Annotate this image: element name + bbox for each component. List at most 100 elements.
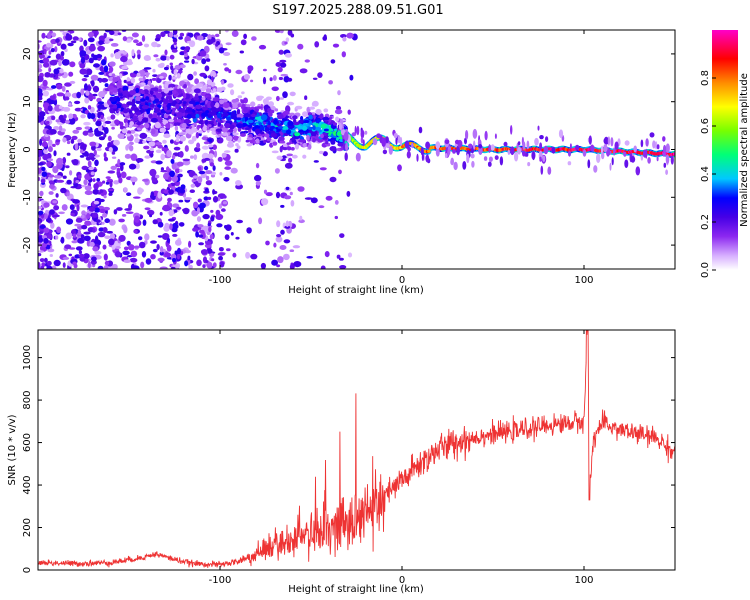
spectrogram-cell — [80, 149, 84, 154]
spectrogram-cell — [322, 151, 328, 157]
spectrogram-cell — [539, 156, 542, 162]
spectrogram-cell — [444, 153, 448, 159]
spectrogram-cell — [613, 147, 616, 156]
spectrogram-cell — [510, 125, 513, 135]
spectrogram-cell — [136, 72, 141, 77]
spectrogram-cell — [185, 87, 192, 93]
spectrogram-cell — [207, 120, 214, 124]
spectrogram-cell — [126, 192, 132, 196]
spectrogram-cell — [235, 180, 242, 186]
spectrogram-cell — [74, 143, 79, 151]
spectrogram-cell — [45, 217, 52, 223]
spectrogram-cell — [38, 85, 42, 89]
spectrogram-cell — [107, 135, 112, 142]
spectrogram-cell — [404, 140, 410, 149]
spectrogram-cell — [173, 224, 177, 231]
spectrogram-cell — [140, 261, 145, 269]
spectrogram-cell — [218, 255, 224, 261]
spectrogram-cell — [32, 72, 36, 79]
spectrogram-cell — [103, 152, 107, 159]
spectrogram-cell — [47, 32, 52, 39]
spectrogram-cell — [104, 260, 110, 266]
spectrogram-cell — [537, 125, 540, 131]
spectrogram-cell — [104, 37, 112, 43]
spectrogram-cell — [188, 240, 192, 248]
spectrogram-cell — [335, 116, 340, 122]
spectrogram-cell — [107, 188, 115, 192]
spectrogram-cell — [138, 124, 145, 129]
spectrogram-cell — [247, 107, 255, 110]
spectrogram-cell — [222, 132, 229, 136]
spectrogram-cell — [106, 230, 113, 234]
spectrogram-cell — [300, 115, 304, 121]
spectrogram-cell — [78, 250, 82, 255]
snr-y-ticks: 0 200 400 600 800 1000 — [22, 345, 675, 573]
spectrogram-cell — [154, 122, 161, 129]
spectrogram-cell — [264, 133, 270, 138]
spectrogram-cell — [138, 236, 143, 241]
spectrogram-cell — [196, 35, 204, 41]
spectrogram-cell — [204, 188, 209, 193]
spectrogram-cell — [41, 171, 48, 177]
spectrogram-cell — [149, 147, 154, 152]
spectrogram-cell — [48, 50, 52, 55]
spectrogram-cell — [388, 145, 393, 155]
spectrogram-cell — [223, 177, 230, 182]
spectrogram-cell — [311, 102, 316, 107]
spectrogram-cell — [507, 149, 511, 155]
spectrogram-cell — [83, 179, 88, 186]
spectrogram-cell — [297, 186, 305, 192]
spectrogram-cell — [288, 157, 293, 163]
spectrogram-cell — [66, 152, 71, 156]
spectrogram-cell — [640, 155, 644, 161]
spectrogram-cell — [72, 199, 80, 204]
spectrogram-cell — [125, 211, 134, 214]
spectrogram-cell — [157, 257, 165, 262]
spectrogram-cell — [223, 63, 227, 66]
spectrogram-cell — [209, 162, 215, 167]
spectrogram-cell — [159, 246, 164, 253]
spectrogram-cell — [558, 129, 564, 138]
spectrogram-cell — [257, 133, 262, 137]
spectrogram-cell — [167, 197, 172, 202]
spectrogram-cell — [47, 234, 52, 240]
spectrogram-cell — [155, 149, 162, 154]
spectrogram-cell — [41, 141, 48, 148]
spectrogram-cell — [115, 246, 121, 249]
spectrogram-cell — [176, 73, 181, 79]
spectrogram-cell — [129, 257, 138, 263]
spectrogram-cell — [140, 98, 146, 102]
spectrogram-cell — [42, 90, 50, 97]
spectrogram-cell — [263, 139, 267, 144]
spectrogram-cell — [65, 218, 74, 225]
spectrogram-cell — [121, 214, 127, 217]
spectrogram-cell — [42, 57, 50, 64]
spectrogram-cell — [156, 112, 162, 116]
spectrogram-cell — [45, 120, 50, 125]
spectrogram-cell — [148, 141, 156, 147]
spectrogram-cell — [43, 227, 50, 234]
spectrogram-cell — [462, 161, 467, 170]
spectrogram-cell — [201, 33, 209, 38]
spectrogram-cell — [80, 204, 89, 208]
spectrogram-cell — [93, 149, 97, 156]
spectrogram-cell — [39, 225, 46, 229]
spectrogram-cell — [198, 242, 205, 246]
spectrogram-cell — [309, 106, 316, 110]
spectrogram-cell — [135, 137, 139, 141]
spectrogram-cell — [130, 77, 136, 84]
spectrogram-cell — [74, 107, 82, 112]
spectrogram-cell — [83, 231, 91, 235]
spectrogram-cell — [289, 191, 293, 196]
spectrogram-cell — [110, 43, 119, 47]
spectrogram-cell — [84, 97, 90, 104]
spectrogram-cell — [85, 156, 91, 161]
spectrogram-cell — [104, 83, 109, 88]
spectrogram-cell — [250, 113, 256, 118]
spectrogram-cell — [80, 56, 86, 64]
spectrogram-cell — [130, 153, 138, 161]
spectrogram-cell — [236, 113, 244, 119]
spectrogram-cell — [159, 211, 163, 216]
spectrogram-cell — [338, 257, 344, 261]
spectrogram-cell — [145, 96, 150, 101]
